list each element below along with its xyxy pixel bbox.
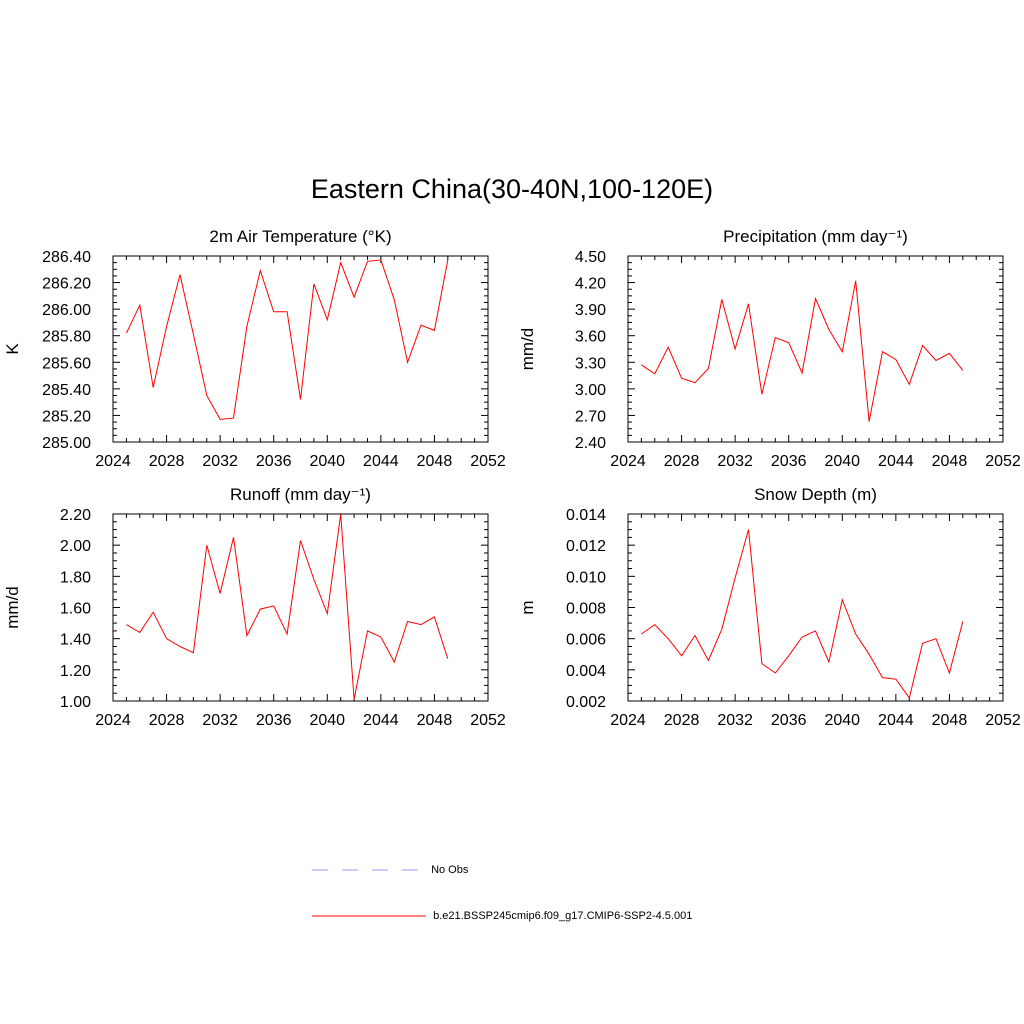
- chart-panel-4: 2024 2028 2032 2036 2040 2044 2048 2052 0.002 0.0…: [518, 485, 1021, 729]
- legend-model-line: [312, 915, 426, 917]
- y-tick-label: 285.00: [42, 435, 91, 452]
- y-tick-label: 286.00: [42, 302, 91, 319]
- y-tick-label: 0.010: [566, 569, 606, 586]
- y-tick-label: 4.50: [575, 249, 606, 266]
- legend-no-obs-label: No Obs: [431, 864, 469, 876]
- x-tick-label: 2044: [363, 712, 399, 729]
- series-line: [125, 259, 449, 420]
- x-tick-label: 2032: [202, 712, 238, 729]
- x-tick-label: 2028: [149, 453, 185, 470]
- y-tick-label: 1.80: [60, 569, 91, 586]
- x-tick-label: 2048: [932, 712, 968, 729]
- figure-title: Eastern China(30-40N,100-120E): [310, 174, 714, 204]
- x-tick-label: 2032: [202, 453, 238, 470]
- plot-frame: [627, 255, 1004, 443]
- y-tick-label: 3.90: [575, 302, 606, 319]
- y-tick-label: 0.006: [566, 632, 606, 649]
- x-tick-label: 2028: [664, 712, 700, 729]
- x-tick-label: 2052: [470, 712, 506, 729]
- panel-title: Snow Depth (m): [754, 485, 877, 504]
- y-tick-label: 285.20: [42, 408, 91, 425]
- plot-frame: [112, 255, 489, 443]
- x-tick-label: 2048: [417, 453, 453, 470]
- x-tick-label: 2028: [149, 712, 185, 729]
- x-tick-label: 2052: [985, 712, 1021, 729]
- y-tick-label: 0.012: [566, 538, 606, 555]
- y-tick-label: 2.20: [60, 507, 91, 524]
- x-tick-label: 2024: [610, 453, 646, 470]
- panel-title: Precipitation (mm day⁻¹): [723, 227, 908, 246]
- x-tick-label: 2048: [932, 453, 968, 470]
- x-tick-label: 2052: [470, 453, 506, 470]
- x-tick-label: 2040: [309, 453, 345, 470]
- x-tick-label: 2028: [664, 453, 700, 470]
- x-tick-label: 2024: [95, 453, 131, 470]
- x-tick-label: 2048: [417, 712, 453, 729]
- y-tick-label: 285.80: [42, 329, 91, 346]
- legend-model: b.e21.BSSP245cmip6.f09_g17.CMIP6-SSP2-4.…: [312, 910, 692, 922]
- y-tick-label: 286.20: [42, 276, 91, 293]
- y-tick-label: 0.004: [566, 663, 606, 680]
- y-tick-label: 0.008: [566, 601, 606, 618]
- x-tick-label: 2040: [824, 712, 860, 729]
- y-tick-label: 1.60: [60, 601, 91, 618]
- x-tick-label: 2032: [717, 453, 753, 470]
- legend-model-label: b.e21.BSSP245cmip6.f09_g17.CMIP6-SSP2-4.…: [433, 910, 693, 922]
- series-line: [126, 513, 449, 700]
- legend-no-obs-line: [312, 869, 420, 871]
- y-tick-label: 4.20: [575, 276, 606, 293]
- plot-frame: [627, 513, 1004, 702]
- y-axis-label: m: [518, 600, 537, 614]
- x-tick-label: 2036: [256, 712, 292, 729]
- x-tick-label: 2040: [309, 712, 345, 729]
- chart-panel-3: 2024 2028 2032 2036 2040 2044 2048 2052 1.00 1.20…: [3, 485, 506, 729]
- chart-panel-1: 2024 2028 2032 2036 2040 2044 2048 2052 285.00 28…: [3, 227, 506, 470]
- y-tick-label: 286.40: [42, 249, 91, 266]
- x-tick-label: 2036: [771, 453, 807, 470]
- y-tick-label: 3.00: [575, 382, 606, 399]
- y-tick-label: 1.20: [60, 663, 91, 680]
- legend: No Obs: [312, 864, 468, 876]
- y-tick-label: 3.30: [575, 355, 606, 372]
- x-tick-label: 2044: [363, 453, 399, 470]
- x-tick-label: 2052: [985, 453, 1021, 470]
- y-tick-label: 2.00: [60, 538, 91, 555]
- y-tick-label: 285.40: [42, 382, 91, 399]
- y-axis-label: K: [3, 343, 22, 355]
- y-tick-label: 1.00: [60, 694, 91, 711]
- x-tick-label: 2024: [95, 712, 131, 729]
- chart-panel-2: 2024 2028 2032 2036 2040 2044 2048 2052 2.40 2.70…: [518, 227, 1021, 470]
- x-tick-label: 2040: [824, 453, 860, 470]
- x-tick-label: 2024: [610, 712, 646, 729]
- panel-title: 2m Air Temperature (°K): [209, 227, 391, 246]
- series-line: [641, 529, 964, 700]
- series-line: [641, 280, 964, 422]
- y-tick-label: 1.40: [60, 632, 91, 649]
- y-axis-label: mm/d: [3, 586, 22, 629]
- y-tick-label: 285.60: [42, 355, 91, 372]
- x-tick-label: 2036: [256, 453, 292, 470]
- y-tick-label: 0.014: [566, 507, 606, 524]
- y-tick-label: 0.002: [566, 694, 606, 711]
- x-tick-label: 2036: [771, 712, 807, 729]
- y-tick-label: 2.40: [575, 435, 606, 452]
- x-tick-label: 2044: [878, 453, 914, 470]
- y-tick-label: 3.60: [575, 329, 606, 346]
- x-tick-label: 2032: [717, 712, 753, 729]
- y-tick-label: 2.70: [575, 408, 606, 425]
- panel-title: Runoff (mm day⁻¹): [230, 485, 371, 504]
- x-tick-label: 2044: [878, 712, 914, 729]
- y-axis-label: mm/d: [518, 328, 537, 371]
